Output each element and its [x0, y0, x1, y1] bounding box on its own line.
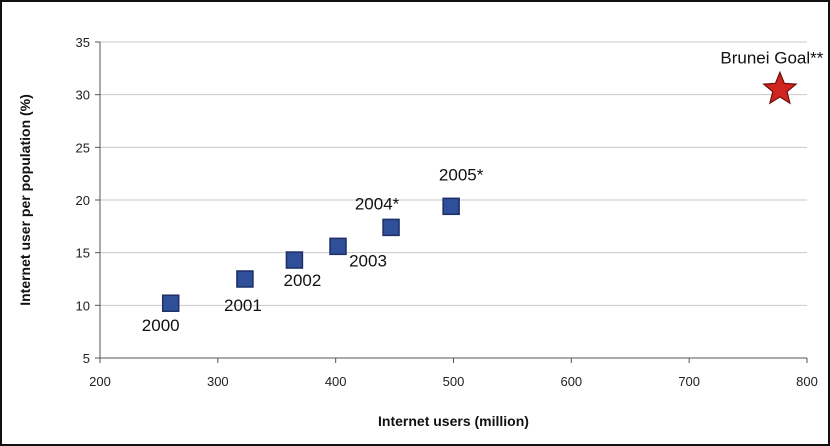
point-label: 2003 — [349, 251, 387, 270]
y-tick-label: 20 — [76, 193, 90, 208]
data-point-square — [236, 270, 254, 288]
point-label: 2005* — [439, 165, 484, 184]
x-tick-label: 500 — [443, 374, 465, 389]
y-tick-label: 15 — [76, 246, 90, 261]
y-tick-label: 10 — [76, 298, 90, 313]
x-tick-label: 600 — [560, 374, 582, 389]
data-point-square — [285, 251, 304, 269]
data-points — [161, 70, 798, 312]
point-labels: 2000 2001 2002 2003 2004* 2005* Brunei Goal** — [142, 48, 824, 335]
point-label: Brunei Goal** — [720, 48, 823, 67]
x-tick-label: 200 — [89, 374, 111, 389]
point-label: 2002 — [284, 271, 322, 290]
point-label: 2004* — [355, 194, 400, 213]
data-point-square — [329, 237, 347, 256]
x-tick-label: 400 — [325, 374, 347, 389]
y-tick-label: 35 — [76, 35, 90, 50]
x-tick-label: 300 — [207, 374, 229, 389]
axes — [95, 41, 808, 363]
tick-labels: 5 10 15 20 25 30 35 200 300 400 500 600 700 800 — [76, 35, 818, 389]
data-point-square — [442, 197, 460, 216]
x-tick-label: 700 — [678, 374, 700, 389]
point-label: 2000 — [142, 316, 180, 335]
goal-star-marker — [762, 70, 798, 105]
y-tick-label: 5 — [83, 351, 90, 366]
y-axis-title: Internet user per population (%) — [17, 94, 33, 306]
x-tick-label: 800 — [796, 374, 818, 389]
y-tick-label: 30 — [76, 88, 90, 103]
data-point-square — [161, 294, 180, 312]
y-tick-label: 25 — [76, 140, 90, 155]
x-axis-title: Internet users (million) — [378, 413, 529, 429]
point-label: 2001 — [224, 296, 262, 315]
data-point-square — [382, 218, 400, 237]
